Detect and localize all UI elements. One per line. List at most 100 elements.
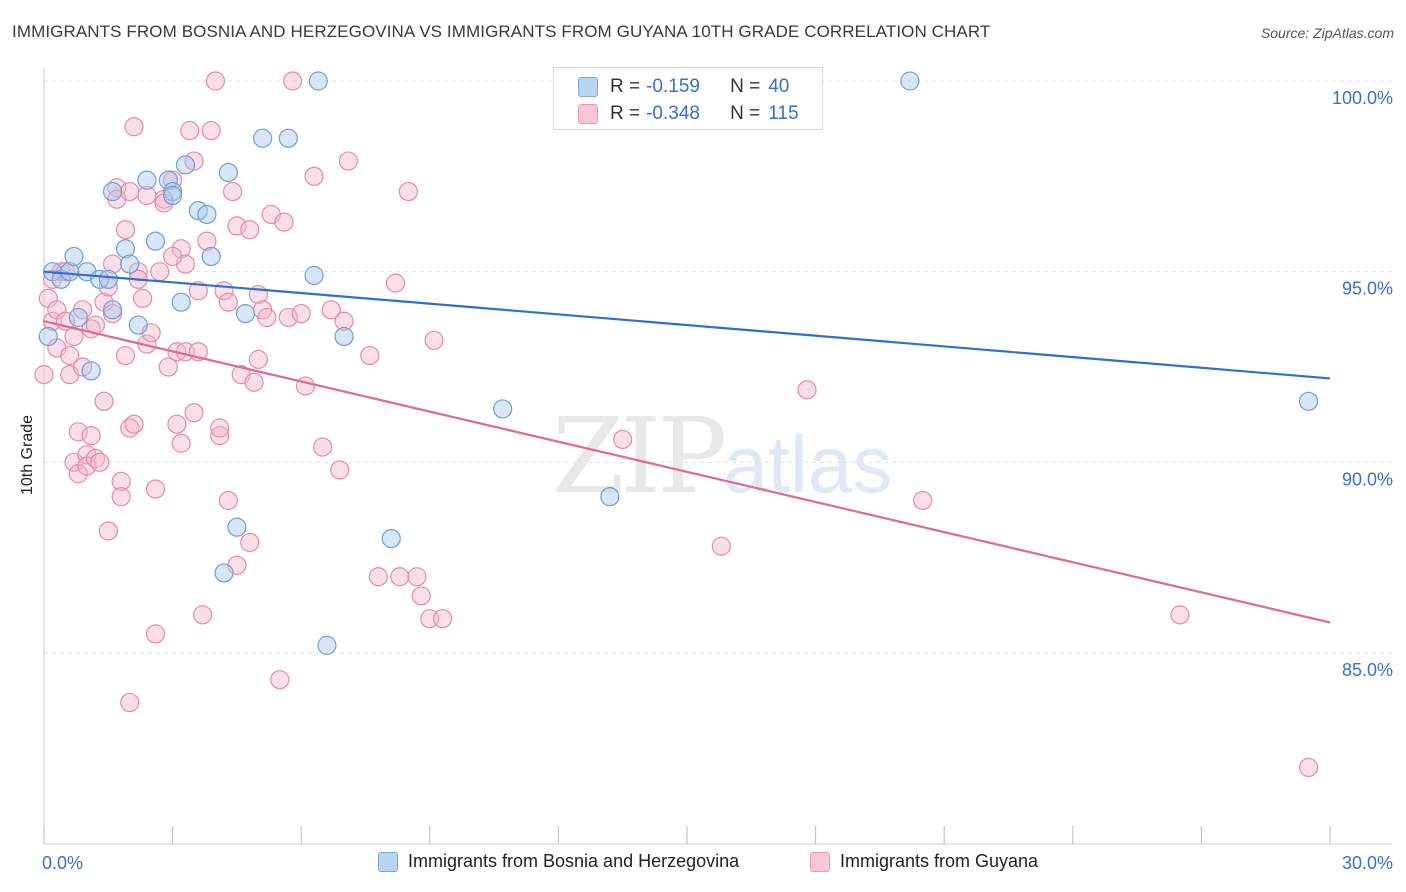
guyana-point: [184, 403, 204, 423]
bosnia-point: [81, 361, 101, 381]
bosnia-point: [163, 185, 183, 205]
watermark-atlas: atlas: [723, 420, 893, 509]
guyana-point: [257, 307, 277, 328]
guyana-point: [321, 300, 341, 320]
guyana-point: [124, 414, 144, 434]
watermark-zip: ZIP: [552, 395, 727, 517]
guyana-point: [210, 418, 230, 438]
guyana-point: [913, 490, 933, 511]
tick-labels: 100.0% 95.0% 90.0% 85.0% 0.0% 30.0%: [42, 88, 1393, 873]
bosnia-point: [120, 254, 140, 274]
guyana-point: [278, 307, 298, 328]
bosnia-swatch: [578, 77, 598, 97]
bosnia-point: [64, 246, 84, 267]
guyana-point: [102, 254, 123, 274]
guyana-point: [205, 71, 226, 91]
guyana-point: [368, 567, 388, 587]
stats-legend: R = -0.159 N = 40 R = -0.348 N = 115: [553, 67, 823, 130]
legend-item-bosnia[interactable]: Immigrants from Bosnia and Herzegovina: [378, 851, 739, 872]
guyana-point: [188, 281, 208, 301]
guyana-point: [94, 391, 114, 411]
guyana-point: [274, 212, 294, 232]
x-tick-label: 0.0%: [42, 853, 83, 873]
guyana-point: [291, 304, 311, 324]
guyana-legend-swatch: [810, 851, 830, 872]
legend-label-bosnia: Immigrants from Bosnia and Herzegovina: [408, 851, 740, 871]
guyana-point: [180, 120, 200, 141]
guyana-point: [398, 181, 418, 202]
r-value: -0.159: [646, 76, 700, 97]
y-tick-label: 90.0%: [1342, 469, 1393, 489]
bosnia-point: [214, 563, 234, 583]
bosnia-point: [334, 326, 354, 347]
guyana-point: [201, 120, 221, 141]
guyana-point: [163, 170, 183, 190]
guyana-swatch: [578, 104, 598, 124]
guyana-point: [210, 426, 230, 446]
guyana-point: [360, 345, 380, 366]
guyana-point: [150, 262, 170, 282]
guyana-point: [98, 521, 118, 541]
guyana-point: [270, 670, 290, 690]
guyana-point: [390, 567, 410, 587]
bosnia-point: [493, 399, 513, 419]
bosnia-point: [102, 181, 123, 202]
guyana-point: [797, 380, 817, 400]
bosnia-point: [38, 326, 58, 347]
bosnia-legend-swatch: [378, 851, 398, 872]
guyana-point: [295, 376, 316, 396]
guyana-point: [313, 437, 333, 457]
r-label: R =: [610, 103, 641, 124]
guyana-point: [68, 422, 88, 442]
bosnia-point: [235, 304, 256, 324]
bosnia-point: [1298, 391, 1319, 411]
guyana-point: [158, 357, 178, 377]
guyana-point: [171, 433, 191, 453]
trend-lines: [43, 270, 1331, 624]
guyana-point: [334, 311, 354, 331]
guyana-point: [120, 181, 140, 202]
guyana-point: [115, 345, 136, 366]
guyana-trend-line: [43, 320, 1331, 624]
guyana-point: [163, 246, 183, 267]
source-credit: Source: ZipAtlas.com: [1260, 25, 1394, 41]
n-label: N =: [730, 103, 761, 124]
guyana-point: [240, 220, 260, 240]
bosnia-point: [197, 204, 217, 225]
guyana-point: [145, 624, 166, 644]
guyana-point: [227, 216, 247, 236]
guyana-point: [283, 71, 303, 91]
guyana-point: [240, 532, 260, 553]
guyana-point: [385, 273, 406, 293]
bosnia-point: [381, 528, 401, 549]
guyana-point: [120, 692, 140, 713]
bosnia-point: [218, 162, 238, 183]
guyana-point: [223, 181, 243, 202]
bosnia-trend-line: [43, 270, 1331, 380]
bosnia-point: [60, 262, 80, 282]
guyana-point: [424, 330, 444, 350]
bosnia-points: [38, 71, 1319, 655]
guyana-point: [124, 117, 144, 137]
guyana-point: [193, 605, 213, 625]
guyana-point: [34, 365, 54, 385]
guyana-point: [411, 586, 431, 606]
bosnia-point: [145, 231, 166, 251]
n-value: 40: [768, 76, 790, 97]
r-value: -0.348: [646, 103, 700, 124]
bosnia-point: [600, 487, 620, 507]
guyana-point: [218, 490, 238, 511]
axes: [43, 68, 1392, 845]
watermark: ZIPatlas: [552, 395, 892, 517]
guyana-point: [338, 151, 358, 171]
guyana-point: [304, 166, 324, 186]
guyana-point: [145, 479, 166, 499]
guyana-point: [137, 185, 157, 205]
legend-item-guyana[interactable]: Immigrants from Guyana: [810, 851, 1038, 872]
guyana-point: [115, 220, 136, 240]
bosnia-point: [68, 307, 88, 328]
guyana-point: [248, 349, 268, 369]
guyana-point: [711, 536, 731, 556]
guyana-point: [244, 372, 264, 392]
guyana-point: [330, 460, 350, 480]
